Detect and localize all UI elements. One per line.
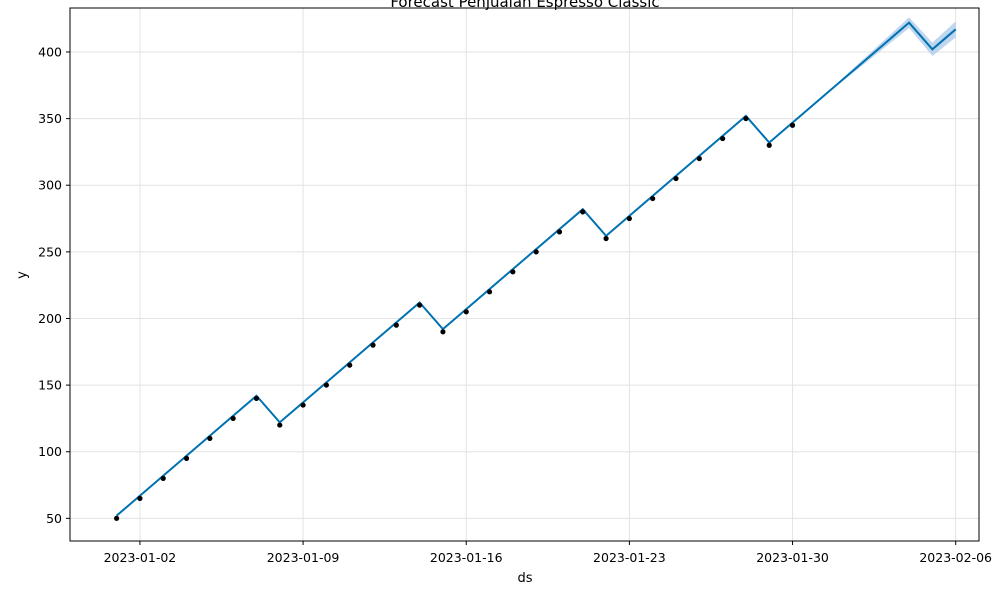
x-tick-label: 2023-01-09 xyxy=(267,550,340,565)
y-tick-label: 250 xyxy=(38,244,62,259)
y-tick-label: 200 xyxy=(38,311,62,326)
y-axis-label: y xyxy=(15,271,30,279)
actual-point xyxy=(253,395,260,402)
y-tick-label: 150 xyxy=(38,378,62,393)
actual-point xyxy=(137,495,143,501)
actual-point xyxy=(207,435,213,441)
actual-point xyxy=(789,122,796,128)
actual-point xyxy=(696,155,702,162)
actual-point xyxy=(743,115,749,122)
y-tick-label: 50 xyxy=(46,511,62,526)
actual-point xyxy=(347,362,353,368)
actual-point xyxy=(463,309,469,315)
actual-point xyxy=(486,289,493,295)
y-tick-label: 400 xyxy=(38,44,62,59)
actual-point xyxy=(300,402,306,408)
uncertainty-band-layer xyxy=(815,17,956,103)
actual-point xyxy=(603,235,609,242)
x-tick-label: 2023-01-02 xyxy=(104,550,177,565)
actual-point xyxy=(393,322,399,328)
forecast-line xyxy=(115,21,957,517)
x-tick-label: 2023-01-16 xyxy=(430,550,503,565)
actual-points-layer xyxy=(114,115,796,521)
actual-point xyxy=(440,329,446,335)
actual-point xyxy=(556,229,563,235)
actual-point xyxy=(510,269,516,275)
actual-point xyxy=(417,302,423,308)
actual-point xyxy=(183,455,190,461)
actual-point xyxy=(650,195,656,202)
x-tick-label: 2023-01-23 xyxy=(593,550,666,565)
actual-point xyxy=(766,142,772,148)
y-axis-ticks: 50 100 150 200 250 300 350 400 xyxy=(38,44,70,526)
actual-point xyxy=(370,342,376,348)
plot-frame xyxy=(69,7,980,542)
actual-point xyxy=(720,135,726,142)
chart-title: Forecast Penjualan Espresso Classic xyxy=(390,0,659,11)
x-axis-ticks: 2023-01-02 2023-01-09 2023-01-16 2023-01-23… xyxy=(104,541,992,565)
actual-point xyxy=(533,249,539,255)
actual-point xyxy=(277,422,283,428)
actual-point xyxy=(160,475,166,481)
actual-point xyxy=(580,209,586,215)
actual-point xyxy=(323,382,329,388)
x-axis-label: ds xyxy=(517,571,532,586)
actual-point xyxy=(673,175,679,182)
y-tick-label: 350 xyxy=(38,111,62,126)
forecast-line-layer xyxy=(115,21,957,517)
actual-point xyxy=(114,515,120,521)
actual-point xyxy=(230,415,236,422)
uncertainty-band xyxy=(815,17,956,103)
y-tick-label: 300 xyxy=(38,178,62,193)
x-tick-label: 2023-01-30 xyxy=(756,550,829,565)
y-tick-label: 100 xyxy=(38,444,62,459)
actual-point xyxy=(626,215,632,222)
grid xyxy=(70,8,979,541)
x-tick-label: 2023-02-06 xyxy=(919,550,992,565)
